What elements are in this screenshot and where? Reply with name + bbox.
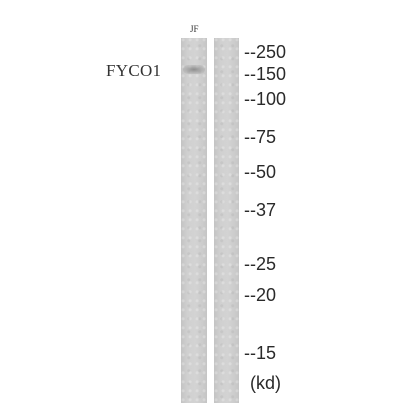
protein-label: FYCO1 — [106, 61, 162, 80]
marker-50: --50 — [244, 162, 277, 182]
lane-label: JF — [190, 24, 199, 34]
marker-37: --37 — [244, 200, 277, 220]
marker-25: --25 — [244, 254, 277, 274]
unit-label: (kd) — [250, 373, 281, 393]
control-lane — [214, 38, 239, 403]
marker-20: --20 — [244, 285, 277, 305]
marker-100: --100 — [244, 89, 287, 109]
marker-15: --15 — [244, 343, 277, 363]
sample-lane — [181, 38, 207, 403]
protein-band — [183, 65, 205, 74]
marker-250: --250 — [244, 42, 287, 62]
marker-150: --150 — [244, 64, 287, 84]
marker-75: --75 — [244, 127, 277, 147]
